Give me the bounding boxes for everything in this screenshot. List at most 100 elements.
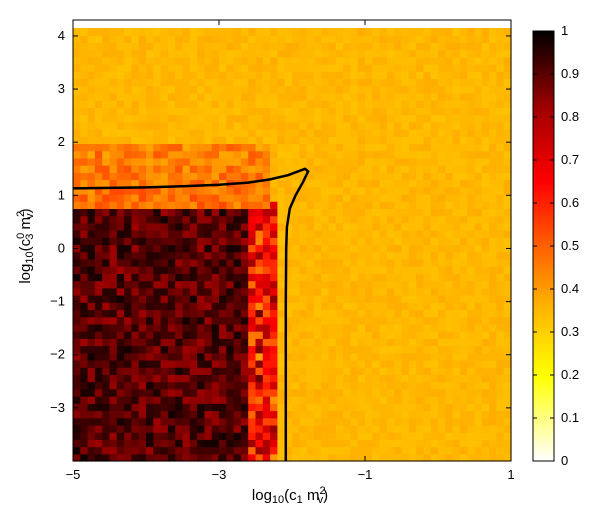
heatmap-cell xyxy=(175,85,184,94)
heatmap-cell xyxy=(248,374,257,383)
heatmap-cell xyxy=(240,287,249,296)
heatmap-cell xyxy=(226,381,235,390)
heatmap-cell xyxy=(299,85,308,94)
heatmap-cell xyxy=(459,338,468,347)
heatmap-cell xyxy=(102,172,111,181)
heatmap-cell xyxy=(386,374,395,383)
heatmap-cell xyxy=(153,100,162,108)
heatmap-cell xyxy=(408,424,417,433)
heatmap-cell xyxy=(459,121,468,130)
heatmap-cell xyxy=(102,201,111,209)
heatmap-cell xyxy=(73,143,81,152)
heatmap-cell xyxy=(408,150,417,159)
heatmap-cell xyxy=(189,64,198,72)
heatmap-cell xyxy=(467,410,476,419)
heatmap-cell xyxy=(321,266,330,274)
heatmap-cell xyxy=(401,345,410,354)
heatmap-cell xyxy=(153,287,162,296)
heatmap-cell xyxy=(138,439,147,448)
heatmap-cell xyxy=(357,85,366,94)
heatmap-cell xyxy=(131,165,140,173)
heatmap-cell xyxy=(226,295,235,303)
heatmap-cell xyxy=(313,374,322,383)
heatmap-cell xyxy=(321,64,330,72)
heatmap-cell xyxy=(248,186,257,195)
heatmap-cell xyxy=(240,432,249,440)
heatmap-cell xyxy=(438,208,446,217)
heatmap-cell xyxy=(489,323,497,332)
heatmap-cell xyxy=(160,56,169,65)
heatmap-cell xyxy=(350,92,359,101)
heatmap-cell xyxy=(401,424,410,433)
heatmap-cell xyxy=(386,432,395,440)
heatmap-cell xyxy=(343,432,351,440)
heatmap-cell xyxy=(430,453,439,462)
heatmap-cell xyxy=(423,403,432,412)
heatmap-cell xyxy=(379,222,388,231)
heatmap-cell xyxy=(109,157,118,166)
heatmap-cell xyxy=(328,208,337,217)
heatmap-cell xyxy=(474,287,483,296)
heatmap-cell xyxy=(175,143,184,152)
heatmap-cell xyxy=(350,280,359,289)
heatmap-cell xyxy=(270,237,278,246)
heatmap-cell xyxy=(416,78,424,87)
heatmap-cell xyxy=(277,78,286,87)
heatmap-cell xyxy=(248,295,257,303)
heatmap-cell xyxy=(386,273,395,282)
heatmap-cell xyxy=(167,136,176,145)
heatmap-cell xyxy=(292,367,300,375)
heatmap-cell xyxy=(401,251,410,260)
heatmap-cell xyxy=(408,374,417,383)
heatmap-cell xyxy=(160,453,169,462)
heatmap-cell xyxy=(87,331,96,339)
heatmap-cell xyxy=(408,244,417,253)
heatmap-cell xyxy=(343,424,351,433)
heatmap-cell xyxy=(445,230,454,238)
heatmap-cell xyxy=(474,424,483,433)
heatmap-cell xyxy=(226,193,235,202)
heatmap-cell xyxy=(255,424,264,433)
heatmap-cell xyxy=(153,136,162,145)
heatmap-cell xyxy=(350,172,359,181)
heatmap-cell xyxy=(328,78,337,87)
heatmap-cell xyxy=(284,367,293,375)
heatmap-cell xyxy=(445,85,454,94)
heatmap-cell xyxy=(394,49,403,58)
heatmap-cell xyxy=(292,280,300,289)
heatmap-cell xyxy=(182,129,191,137)
heatmap-cell xyxy=(306,309,315,318)
heatmap-cell xyxy=(270,64,278,72)
heatmap-cell xyxy=(73,381,81,390)
heatmap-cell xyxy=(372,367,381,375)
heatmap-cell xyxy=(270,446,278,455)
heatmap-cell xyxy=(394,186,403,195)
heatmap-cell xyxy=(292,432,300,440)
heatmap-cell xyxy=(160,331,169,339)
heatmap-cell xyxy=(474,251,483,260)
heatmap-cell xyxy=(379,439,388,448)
heatmap-cell xyxy=(80,136,89,145)
heatmap-cell xyxy=(496,150,505,159)
heatmap-cell xyxy=(423,251,432,260)
heatmap-cell xyxy=(189,230,198,238)
heatmap-cell xyxy=(138,309,147,318)
heatmap-cell xyxy=(481,295,490,303)
heatmap-cell xyxy=(80,323,89,332)
heatmap-cell xyxy=(124,251,132,260)
heatmap-cell xyxy=(211,396,220,404)
heatmap-cell xyxy=(365,157,373,166)
heatmap-cell xyxy=(438,237,446,246)
heatmap-cell xyxy=(211,186,220,195)
heatmap-cell xyxy=(248,258,257,267)
heatmap-cell xyxy=(240,56,249,65)
heatmap-cell xyxy=(262,453,271,462)
heatmap-cell xyxy=(321,338,330,347)
heatmap-cell xyxy=(138,244,147,253)
heatmap-cell xyxy=(94,287,103,296)
heatmap-cell xyxy=(372,258,381,267)
heatmap-cell xyxy=(416,172,424,181)
heatmap-cell xyxy=(124,410,132,419)
heatmap-cell xyxy=(481,201,490,209)
heatmap-cell xyxy=(248,172,257,181)
